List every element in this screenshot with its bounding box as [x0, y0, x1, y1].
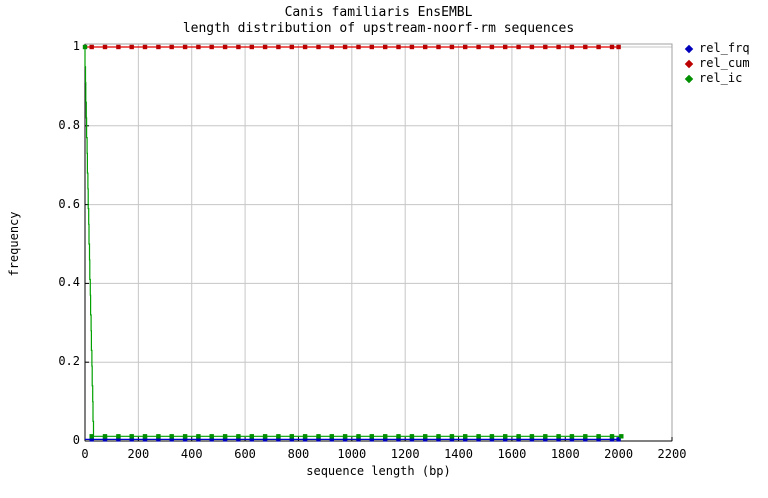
y-tick-label: 0.2 — [58, 354, 80, 369]
x-axis-label: sequence length (bp) — [306, 464, 451, 478]
x-tick-label: 1200 — [390, 447, 420, 461]
y-tick-label: 1 — [72, 39, 80, 53]
x-tick-label: 600 — [234, 447, 256, 461]
series-rel_cum — [85, 44, 621, 50]
legend-item-rel_frq: rel_frq — [684, 41, 750, 56]
legend-marker-rel_frq — [684, 44, 694, 53]
legend-label-rel_ic: rel_ic — [699, 71, 743, 85]
x-tick-label: 2200 — [657, 447, 687, 461]
y-tick-label: 0.4 — [58, 275, 80, 290]
legend-item-rel_cum: rel_cum — [684, 56, 750, 71]
tick-marks — [84, 46, 673, 442]
x-tick-label: 400 — [180, 447, 203, 461]
y-axis-label: frequency — [7, 211, 21, 277]
x-tick-label: 0 — [81, 447, 89, 461]
legend: rel_frq rel_cum rel_ic — [684, 41, 750, 86]
x-tick-label: 800 — [287, 447, 310, 461]
legend-marker-rel_cum — [684, 59, 694, 68]
legend-item-rel_ic: rel_ic — [684, 71, 750, 86]
x-tick-label: 200 — [127, 447, 150, 461]
legend-label-rel_cum: rel_cum — [699, 56, 750, 70]
gridlines — [84, 44, 673, 442]
y-tick-label: 0.6 — [58, 196, 80, 211]
x-tick-label: 1800 — [550, 447, 580, 461]
legend-label-rel_frq: rel_frq — [699, 41, 750, 55]
chart-subtitle: length distribution of upstream-noorf-rm… — [182, 21, 575, 36]
chart-title: Canis familiaris EnsEMBL — [284, 5, 473, 20]
plot-frame — [84, 43, 673, 442]
x-tick-label: 1600 — [497, 447, 527, 461]
x-tick-label: 2000 — [604, 447, 634, 461]
y-tick-label: 0 — [72, 433, 80, 447]
x-tick-label: 1000 — [337, 447, 367, 461]
y-tick-label: 0.8 — [58, 117, 80, 132]
legend-marker-rel_ic — [684, 74, 694, 83]
x-tick-label: 1400 — [444, 447, 473, 461]
series-rel_frq — [85, 437, 621, 442]
series-rel_ic-line — [84, 47, 622, 437]
series-rel_ic — [82, 44, 624, 439]
